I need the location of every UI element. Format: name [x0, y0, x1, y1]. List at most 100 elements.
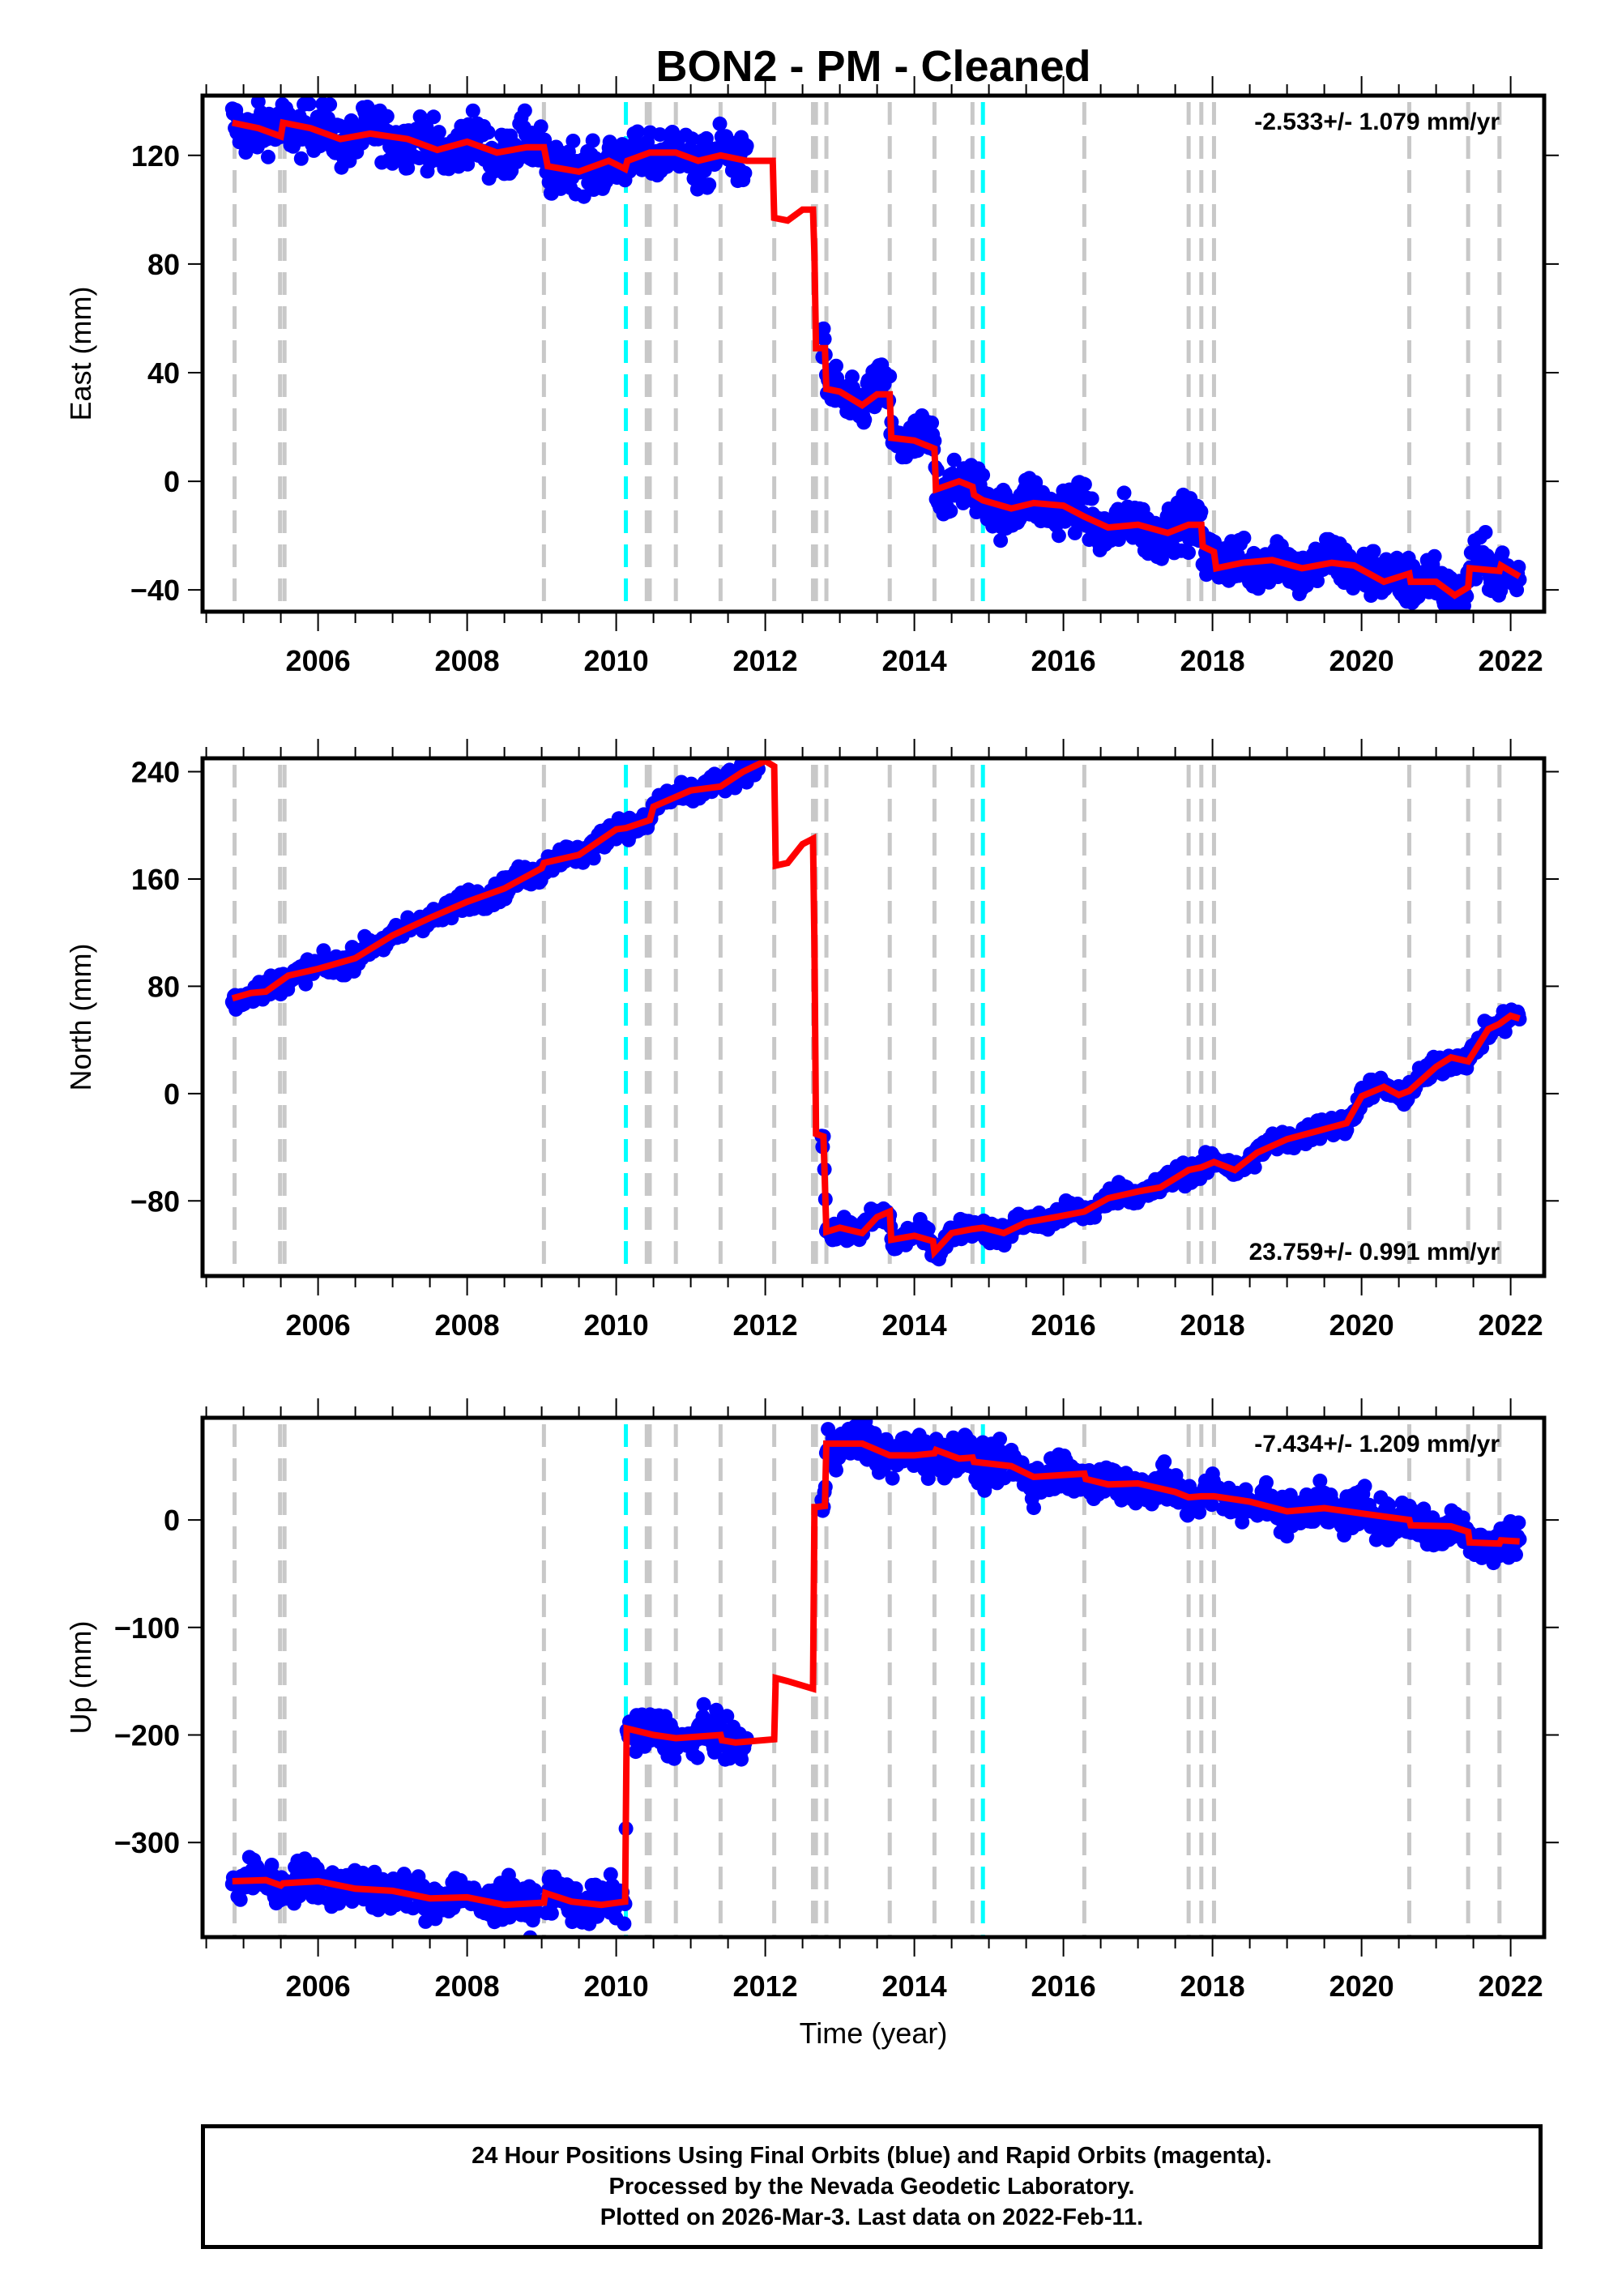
observation-point [946, 452, 962, 467]
model-curve-east [231, 118, 1522, 600]
observation-point [379, 109, 395, 124]
observation-point [1077, 476, 1092, 492]
observation-point [1157, 1454, 1172, 1470]
panel-north: 2006 2008 2010 2012 2014 2016 2018 2020 2022 −80 0… [64, 739, 1559, 1342]
observation-point [1357, 1479, 1372, 1494]
x-tick-label: 2022 [1479, 1308, 1543, 1342]
y-tick-label: 120 [131, 139, 180, 173]
observation-point [233, 1892, 248, 1907]
observation-point [517, 103, 532, 118]
observation-point [924, 415, 940, 430]
x-tick-label: 2008 [435, 1970, 500, 2003]
x-tick-label: 2016 [1031, 1308, 1096, 1342]
x-tick-label: 2006 [286, 1308, 351, 1342]
observation-point [737, 165, 753, 181]
y-tick-label: −200 [114, 1719, 180, 1752]
x-tick-label: 2010 [584, 1970, 649, 2003]
observation-point [734, 1752, 749, 1767]
frame-east [200, 93, 1547, 614]
plot-area-up [224, 1418, 1527, 1937]
x-tick-label: 2012 [733, 1970, 798, 2003]
observation-point [301, 96, 317, 112]
rate-label-north: 23.759+/- 0.991 mm/yr [1249, 1239, 1500, 1265]
observation-point [1312, 1473, 1328, 1488]
x-tick-label: 2018 [1180, 1308, 1245, 1342]
model-curve-north [231, 758, 1521, 1260]
x-tick-label: 2008 [435, 1308, 500, 1342]
observation-point [1084, 491, 1099, 506]
observation-point [689, 1750, 705, 1765]
footer-line-processed-by: Processed by the Nevada Geodetic Laborat… [608, 2174, 1135, 2200]
y-tick-label: 0 [164, 465, 180, 498]
observation-point [322, 97, 338, 113]
chart-title: BON2 - PM - Cleaned [655, 42, 1090, 91]
observation-point [844, 369, 860, 385]
observation-point [292, 1888, 307, 1904]
x-axis-label: Time (year) [800, 2016, 948, 2050]
observation-point [1116, 485, 1132, 501]
x-tick-label: 2014 [882, 1970, 947, 2003]
y-axis-label-up: Up (mm) [64, 1621, 97, 1735]
plot-area-north [224, 758, 1527, 1276]
x-tick-label: 2020 [1329, 1970, 1394, 2003]
panel-up: 2006 2008 2010 2012 2014 2016 2018 2020 2022 −300… [64, 1398, 1559, 2003]
observation-point [882, 369, 898, 384]
observation-point [975, 467, 991, 483]
observation-point [712, 116, 728, 131]
plot-area-east [224, 96, 1527, 612]
observation-point [585, 133, 600, 148]
x-tick-label: 2010 [584, 644, 649, 677]
observation-point [696, 1696, 711, 1712]
y-tick-label: 40 [147, 356, 180, 390]
observation-point [829, 1462, 843, 1478]
observation-point [885, 1470, 900, 1486]
footer-box: 24 Hour Positions Using Final Orbits (bl… [201, 2124, 1543, 2249]
observation-point [739, 139, 754, 153]
observation-point [465, 103, 480, 118]
y-tick-label: 160 [131, 863, 180, 896]
observation-point [1310, 574, 1325, 588]
observation-point [1509, 1547, 1523, 1562]
observation-point [719, 1709, 735, 1724]
observation-point [1478, 525, 1493, 540]
observation-point [1204, 1497, 1219, 1513]
x-tick-label: 2018 [1180, 1970, 1245, 2003]
footer-line-plotted-on: Plotted on 2026-Mar-3. Last data on 2022… [600, 2204, 1144, 2230]
x-tick-label: 2016 [1031, 644, 1096, 677]
x-tick-label: 2008 [435, 644, 500, 677]
y-tick-label: 240 [131, 756, 180, 789]
observation-point [993, 533, 1009, 548]
observation-point [1193, 504, 1209, 519]
y-tick-label: 0 [164, 1504, 180, 1537]
observations-north [224, 758, 1527, 1267]
observation-point [1181, 545, 1196, 561]
footer-line-orbits: 24 Hour Positions Using Final Orbits (bl… [472, 2143, 1272, 2169]
observation-point [630, 124, 645, 139]
y-tick-label: −80 [130, 1184, 180, 1218]
x-tick-label: 2020 [1329, 644, 1394, 677]
observations-up [224, 1418, 1527, 1937]
observation-point [920, 1471, 936, 1487]
y-tick-label: −100 [114, 1611, 180, 1645]
x-tick-label: 2016 [1031, 1970, 1096, 2003]
observation-point [1366, 544, 1381, 559]
observation-point [1182, 1479, 1197, 1494]
x-tick-label: 2022 [1479, 1970, 1543, 2003]
y-axis-label-north: North (mm) [64, 944, 97, 1091]
x-tick-label: 2018 [1180, 644, 1245, 677]
observation-point [565, 134, 581, 148]
observation-point [867, 1426, 882, 1441]
model-curve-up [232, 1440, 1520, 1909]
x-tick-label: 2006 [286, 644, 351, 677]
observation-point [702, 177, 717, 192]
observation-point [1259, 1474, 1274, 1490]
observation-point [1051, 528, 1066, 544]
panel-east: 2006 2008 2010 2012 2014 2016 2018 2020 2022 −40 0… [64, 76, 1559, 677]
y-tick-label: 80 [147, 248, 180, 281]
observation-point [400, 160, 416, 176]
y-tick-label: −300 [114, 1826, 180, 1859]
observation-point [261, 149, 275, 164]
observation-point [1511, 1515, 1526, 1530]
observation-point [617, 1916, 632, 1931]
